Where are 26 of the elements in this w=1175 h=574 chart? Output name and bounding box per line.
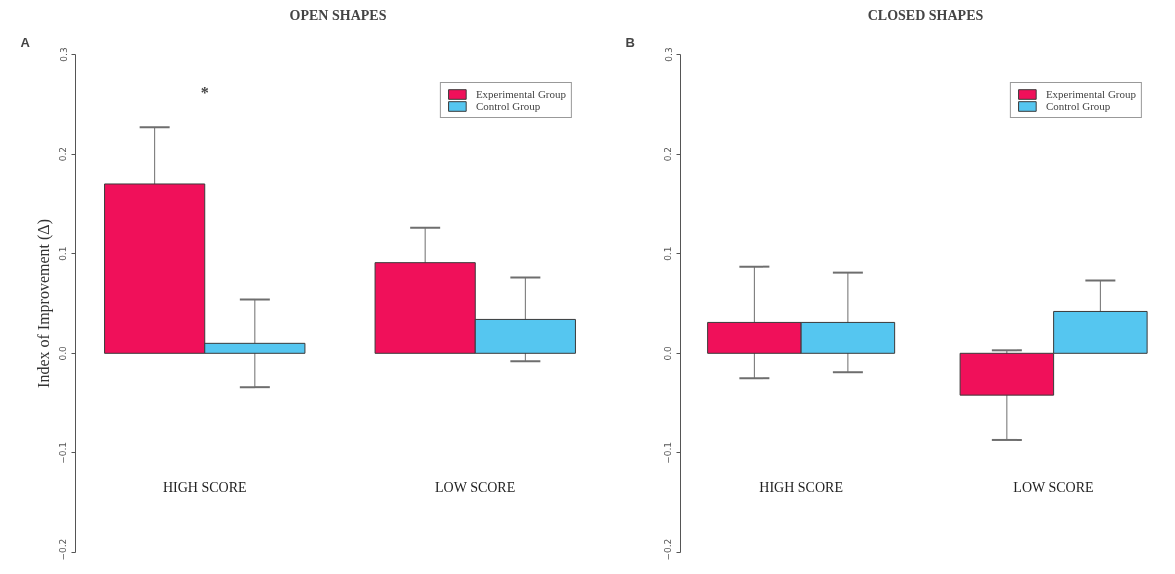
legend-label: Experimental Group — [475, 88, 566, 100]
legend-label: Control Group — [1045, 100, 1111, 112]
y-tick-label: 0.3 — [663, 47, 674, 62]
y-tick-label: 0.1 — [663, 246, 674, 261]
chart-title: CLOSED SHAPES — [867, 7, 984, 23]
annotation: * — [200, 84, 209, 101]
y-tick-label: 0.3 — [58, 47, 69, 62]
y-tick-label: −0.1 — [663, 441, 674, 464]
text: B — [625, 34, 635, 50]
y-tick-label: 0.1 — [58, 246, 69, 261]
x-tick-label: LOW SCORE — [1013, 480, 1094, 496]
x-tick-label: LOW SCORE — [435, 480, 516, 496]
legend-label: Control Group — [475, 100, 541, 112]
text: A — [20, 34, 31, 50]
y-tick-label: 0.0 — [58, 345, 69, 361]
chart-title: OPEN SHAPES — [289, 7, 387, 23]
x-tick-label: HIGH SCORE — [162, 480, 247, 496]
x-tick-label: HIGH SCORE — [759, 480, 843, 496]
legend-label: Experimental Group — [1045, 88, 1136, 100]
y-axis-title: Index of Improvement (Δ) — [34, 219, 53, 388]
y-tick-label: −0.2 — [58, 538, 69, 561]
y-tick-label: 0.2 — [58, 146, 69, 162]
y-tick-label: 0.0 — [663, 345, 674, 361]
y-tick-label: −0.1 — [58, 441, 69, 464]
y-tick-label: 0.2 — [663, 146, 674, 162]
y-tick-label: −0.2 — [663, 538, 674, 561]
